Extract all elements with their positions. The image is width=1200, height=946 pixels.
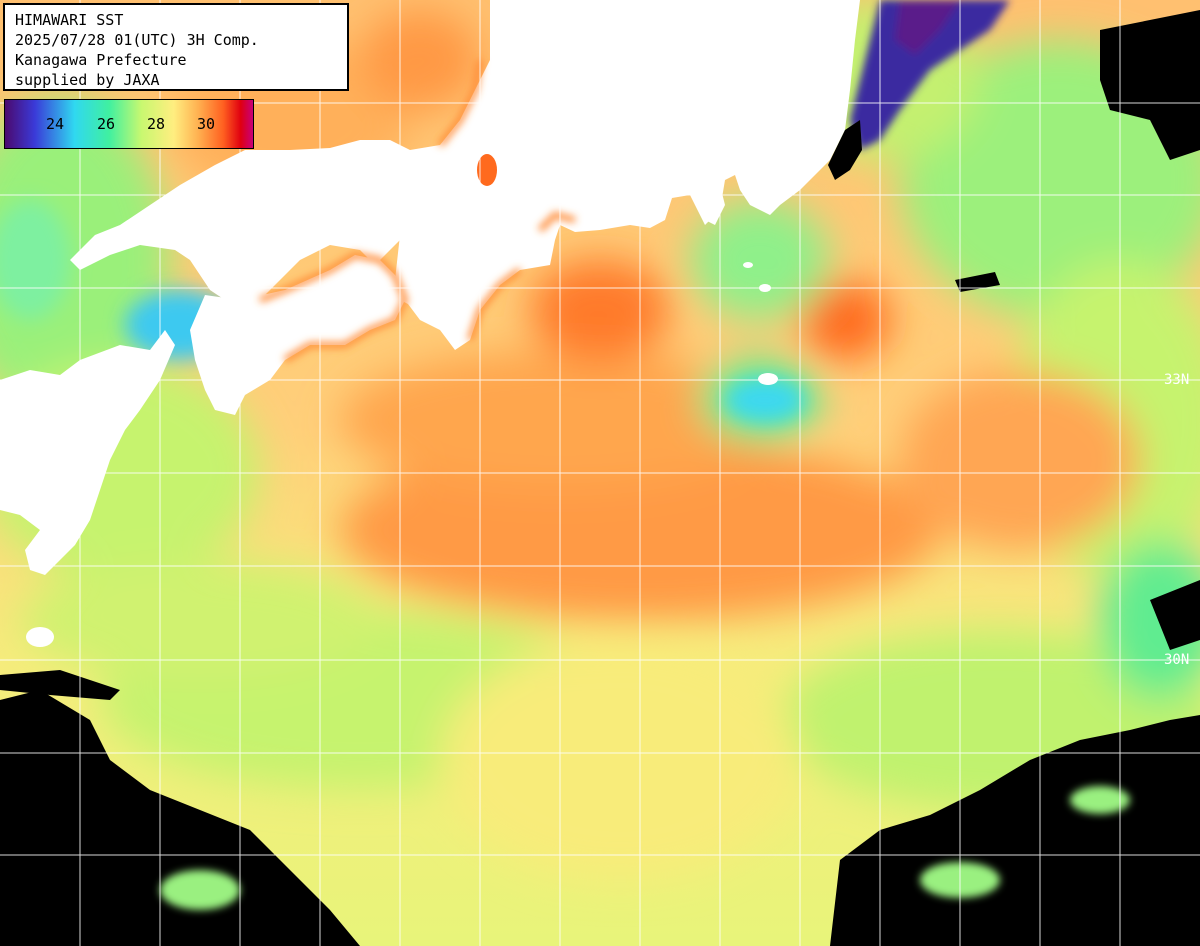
data-credit: supplied by JAXA: [15, 71, 160, 89]
legend-tick-28: 28: [147, 115, 166, 133]
lat-label-33n: 33N: [1164, 372, 1190, 388]
legend-tick-30: 30: [197, 115, 216, 133]
organization: Kanagawa Prefecture: [15, 51, 187, 69]
cold-water-patches: [0, 200, 805, 422]
product-title: HIMAWARI SST: [15, 11, 124, 29]
timestamp: 2025/07/28 01(UTC) 3H Comp.: [15, 31, 259, 49]
island-warm: [477, 154, 497, 186]
legend-tick-24: 24: [46, 115, 65, 133]
lat-label-30n: 30N: [1164, 652, 1190, 668]
land: [0, 0, 860, 647]
color-legend: 24 26 28 30: [4, 99, 254, 149]
purple-cold-water: [850, 0, 1010, 150]
legend-tick-26: 26: [97, 115, 116, 133]
legend-colorbar: [5, 100, 253, 148]
title-box: HIMAWARI SST 2025/07/28 01(UTC) 3H Comp.…: [3, 3, 349, 91]
nodata-regions: [0, 10, 1200, 946]
